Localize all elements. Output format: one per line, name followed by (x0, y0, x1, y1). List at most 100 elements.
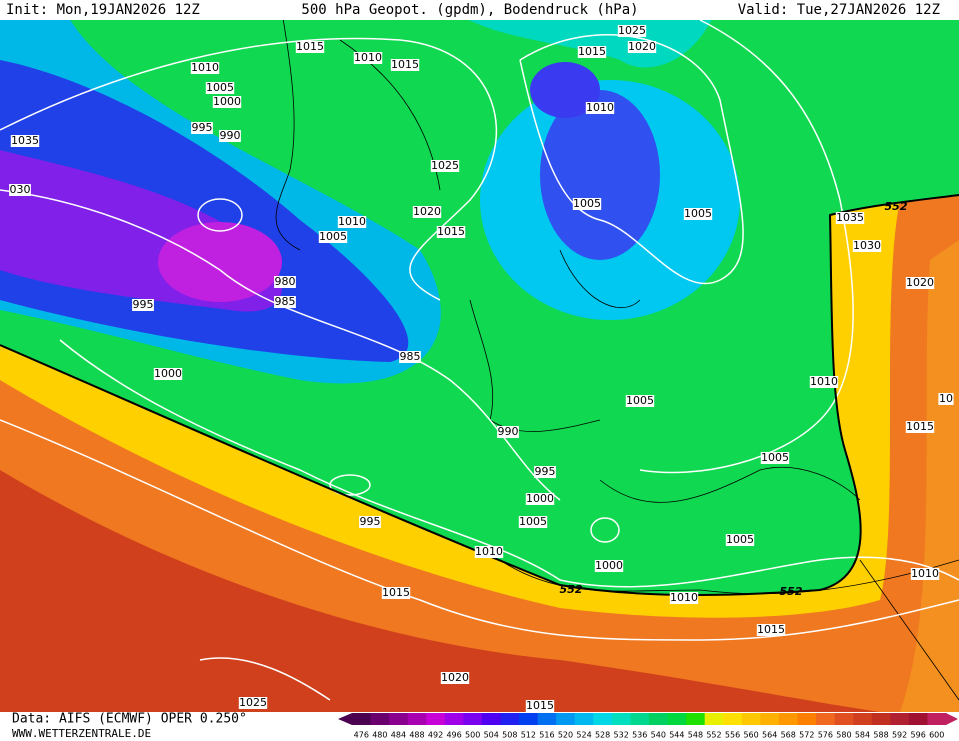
color-scale-label: 512 (521, 731, 536, 740)
isobar-label: 1005 (573, 197, 601, 210)
isobar-label: 1020 (441, 671, 469, 684)
isobar-line (590, 517, 620, 543)
color-scale-label: 596 (911, 731, 926, 740)
isobar-line (199, 657, 331, 701)
color-scale-box (537, 713, 557, 725)
isobar-label: 985 (275, 295, 296, 308)
isobar-label: 1025 (239, 696, 267, 709)
color-scale-label: 496 (446, 731, 461, 740)
color-scale-label: 528 (595, 731, 610, 740)
isobar-label: 990 (220, 129, 241, 142)
color-scale-label: 592 (892, 731, 907, 740)
isobar-label: 995 (192, 121, 213, 134)
color-scale-label: 576 (818, 731, 833, 740)
color-scale-label: 568 (781, 731, 796, 740)
color-scale-label: 488 (409, 731, 424, 740)
isobar-label-box (219, 130, 241, 142)
color-scale-box (352, 713, 372, 725)
isobar-label: 1005 (626, 394, 654, 407)
geopotential-552-line (0, 194, 959, 596)
color-scale-box (890, 713, 910, 725)
color-scale-label: 520 (558, 731, 573, 740)
color-scale-box (370, 713, 390, 725)
isobar-line (0, 419, 959, 641)
isobar-label: 1005 (761, 451, 789, 464)
color-scale-box (723, 713, 743, 725)
isobar-label-box (274, 296, 296, 308)
isobar-label-box (905, 421, 935, 433)
isobar-label-box (190, 62, 220, 74)
isobar-label: 985 (400, 350, 421, 363)
color-scale-box (816, 713, 836, 725)
color-scale-label: 556 (725, 731, 740, 740)
isobar-label: 1030 (853, 239, 881, 252)
isobar-label: 1010 (810, 375, 838, 388)
isobar-label-box (835, 212, 865, 224)
map: 1015101010051000995990103503010101015102… (0, 0, 959, 712)
isobar-label-box (905, 277, 935, 289)
color-scale-box (686, 713, 706, 725)
color-scale-box (871, 713, 891, 725)
color-scale-label: 508 (502, 731, 517, 740)
isobar-label: 1000 (595, 559, 623, 572)
valid-time: Valid: Tue,27JAN2026 12Z (738, 2, 940, 18)
isobar-label: 1005 (684, 207, 712, 220)
isobar-label: 1015 (578, 45, 606, 58)
color-scale-label: 560 (743, 731, 758, 740)
color-scale-box (667, 713, 687, 725)
isobar-label: 1025 (618, 24, 646, 37)
isobar-label: 1000 (213, 95, 241, 108)
isobar-label-box (205, 82, 235, 94)
color-scale-box (778, 713, 798, 725)
header-background (0, 0, 959, 20)
isobar-line (0, 37, 498, 301)
isobars (0, 19, 959, 701)
color-scale-label: 548 (688, 731, 703, 740)
magenta-core (158, 222, 282, 302)
isobar-label-box (274, 276, 296, 288)
isobar-label-box (318, 231, 348, 243)
isobar-label-box (809, 376, 839, 388)
isobar-label: 1020 (906, 276, 934, 289)
color-scale-box (444, 713, 464, 725)
isobar-line (519, 34, 744, 285)
color-scale-box (611, 713, 631, 725)
isobar-label: 1015 (296, 40, 324, 53)
isobar-label-box (390, 59, 420, 71)
isobar-label: 10 (939, 392, 953, 405)
isobar-label: 1010 (191, 61, 219, 74)
isobar-label: 1010 (338, 215, 366, 228)
isobar-label: 1015 (391, 58, 419, 71)
isobar-label-box (412, 206, 442, 218)
isobar-label-box (725, 534, 755, 546)
isobar-label: 990 (498, 425, 519, 438)
isobar-label: 1005 (726, 533, 754, 546)
color-scale-label: 572 (799, 731, 814, 740)
isobar-label-box (577, 46, 607, 58)
color-scale-box (574, 713, 594, 725)
isobar-label-box (852, 240, 882, 252)
color-scale-box (741, 713, 761, 725)
isobar-label: 1005 (519, 515, 547, 528)
color-scale-box (630, 713, 650, 725)
color-scale-box (649, 713, 669, 725)
color-scale-label: 584 (855, 731, 870, 740)
isobar-label-box (938, 393, 954, 405)
blue-zone-north (530, 62, 600, 118)
color-scale-box (908, 713, 928, 725)
isobar-label: 030 (10, 183, 31, 196)
isobar-label-box (617, 25, 647, 37)
map-labels: 1015101010051000995990103503010101015102… (9, 24, 954, 712)
isobar-label: 1015 (382, 586, 410, 599)
color-scale-arrow-right (946, 713, 958, 725)
isobar-label-box (295, 41, 325, 53)
isobar-label: 1005 (319, 230, 347, 243)
color-scale-box (760, 713, 780, 725)
color-scale-box (389, 713, 409, 725)
isobar-label: 1005 (206, 81, 234, 94)
color-scale-box (463, 713, 483, 725)
color-scale-label: 536 (632, 731, 647, 740)
site-name: WWW.WETTERZENTRALE.DE (12, 727, 151, 740)
isobar-label: 995 (133, 298, 154, 311)
